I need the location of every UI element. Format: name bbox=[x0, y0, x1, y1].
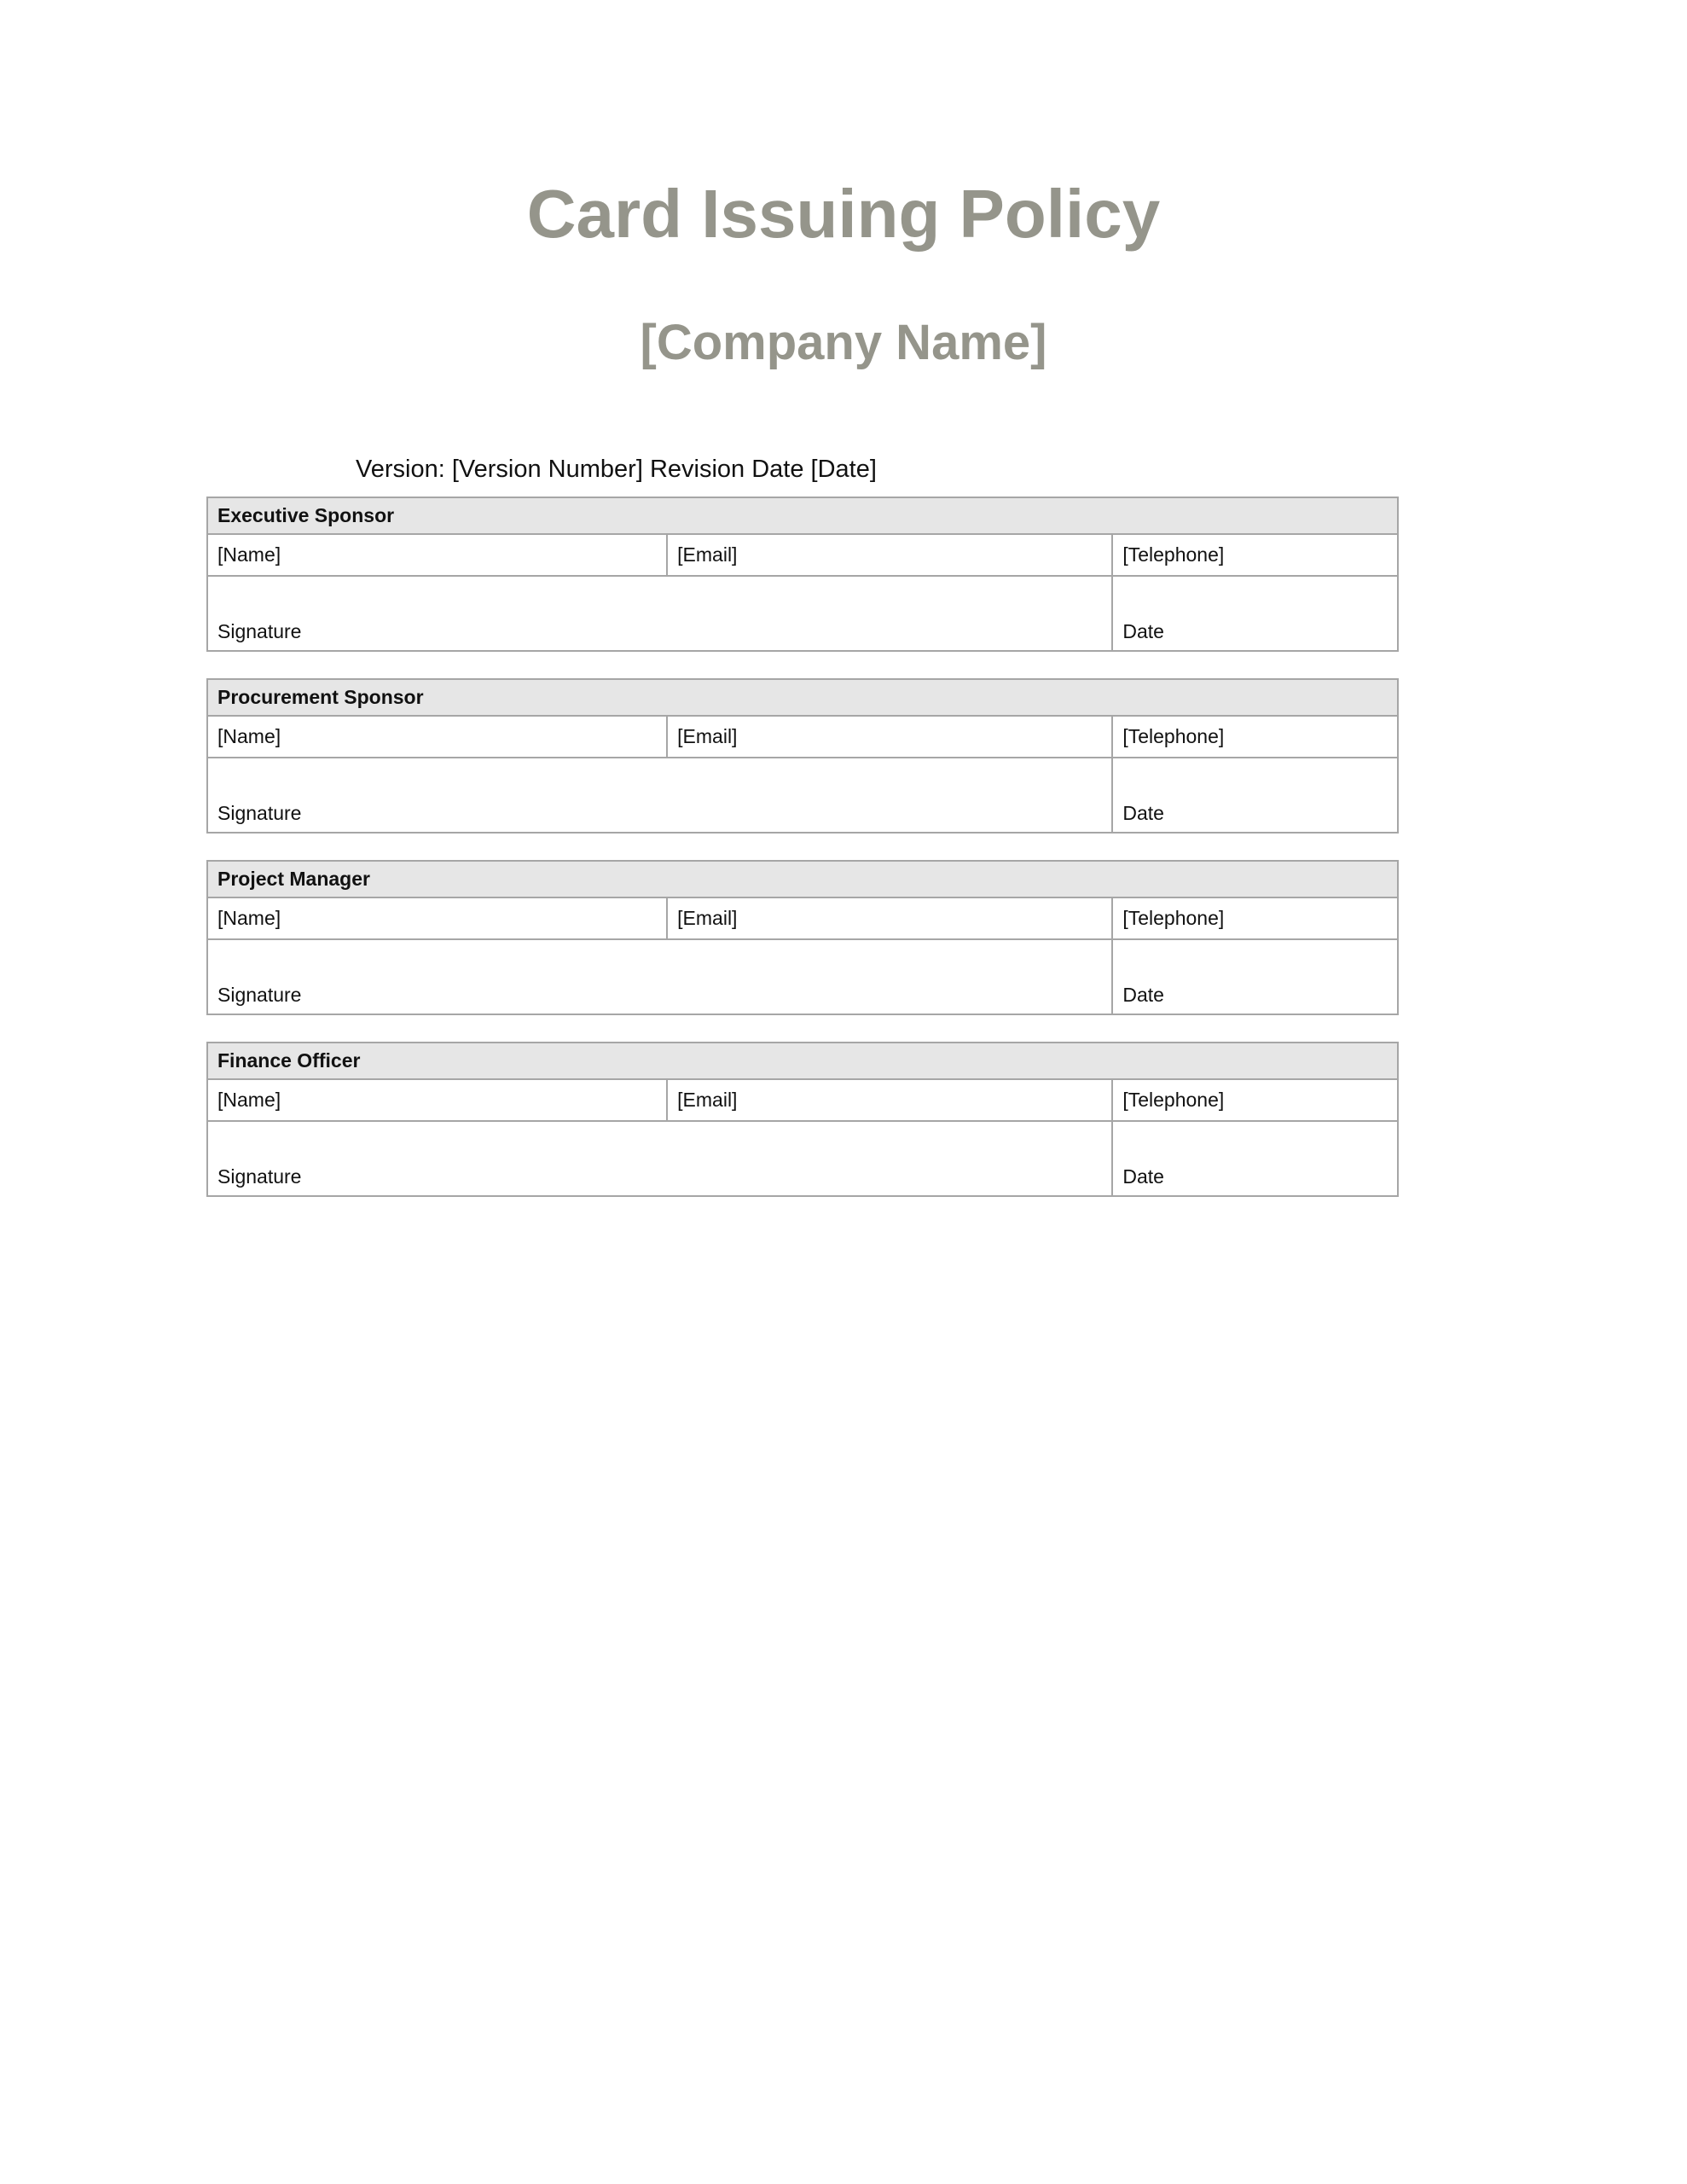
signoff-table: Executive Sponsor [Name] [Email] [Teleph… bbox=[206, 497, 1399, 652]
signature-field[interactable]: Signature bbox=[206, 1120, 1114, 1197]
name-field[interactable]: [Name] bbox=[206, 897, 669, 940]
signoff-table: Procurement Sponsor [Name] [Email] [Tele… bbox=[206, 678, 1399, 834]
document-title: Card Issuing Policy bbox=[526, 176, 1161, 252]
name-field[interactable]: [Name] bbox=[206, 1078, 669, 1122]
email-field[interactable]: [Email] bbox=[666, 1078, 1114, 1122]
email-field[interactable]: [Email] bbox=[666, 533, 1114, 577]
version-line: Version: [Version Number] Revision Date … bbox=[356, 456, 877, 483]
role-header: Executive Sponsor bbox=[206, 497, 1399, 535]
date-field[interactable]: Date bbox=[1111, 1120, 1399, 1197]
telephone-field[interactable]: [Telephone] bbox=[1111, 897, 1399, 940]
signoff-table: Finance Officer [Name] [Email] [Telephon… bbox=[206, 1042, 1399, 1197]
role-header: Project Manager bbox=[206, 860, 1399, 898]
name-field[interactable]: [Name] bbox=[206, 715, 669, 758]
role-header: Finance Officer bbox=[206, 1042, 1399, 1080]
name-field[interactable]: [Name] bbox=[206, 533, 669, 577]
date-field[interactable]: Date bbox=[1111, 757, 1399, 834]
signature-field[interactable]: Signature bbox=[206, 757, 1114, 834]
date-field[interactable]: Date bbox=[1111, 938, 1399, 1015]
company-name: [Company Name] bbox=[640, 315, 1047, 370]
date-field[interactable]: Date bbox=[1111, 575, 1399, 652]
email-field[interactable]: [Email] bbox=[666, 715, 1114, 758]
telephone-field[interactable]: [Telephone] bbox=[1111, 1078, 1399, 1122]
role-header: Procurement Sponsor bbox=[206, 678, 1399, 717]
telephone-field[interactable]: [Telephone] bbox=[1111, 533, 1399, 577]
telephone-field[interactable]: [Telephone] bbox=[1111, 715, 1399, 758]
signature-field[interactable]: Signature bbox=[206, 938, 1114, 1015]
signature-field[interactable]: Signature bbox=[206, 575, 1114, 652]
signoff-table: Project Manager [Name] [Email] [Telephon… bbox=[206, 860, 1399, 1015]
email-field[interactable]: [Email] bbox=[666, 897, 1114, 940]
